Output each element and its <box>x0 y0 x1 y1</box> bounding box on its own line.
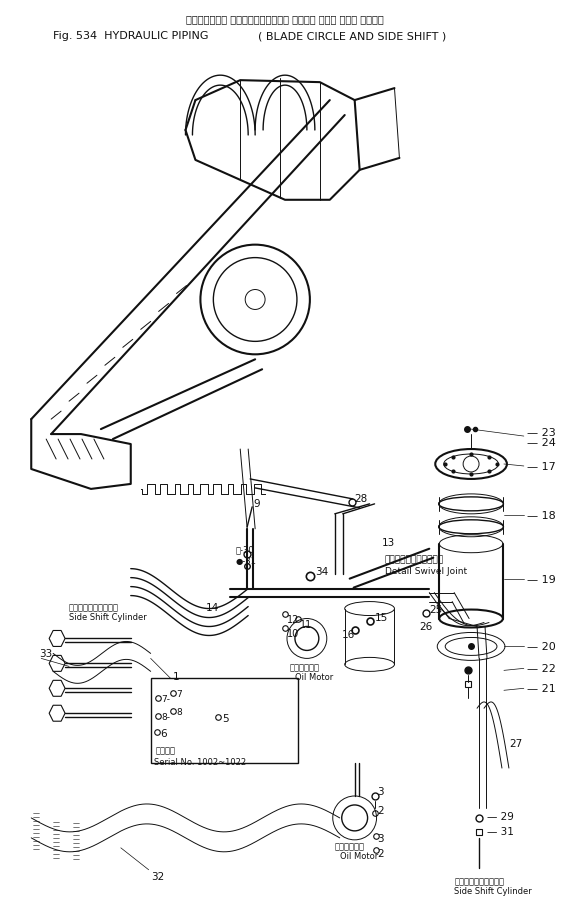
Text: 34: 34 <box>315 566 328 576</box>
Text: 5: 5 <box>222 713 229 723</box>
Text: Oil Motor: Oil Motor <box>295 672 333 681</box>
Text: 1: 1 <box>173 672 179 682</box>
Text: Oil Motor: Oil Motor <box>340 851 378 860</box>
Text: — 23: — 23 <box>527 427 556 437</box>
Text: ( BLADE CIRCLE AND SIDE SHIFT ): ( BLADE CIRCLE AND SIDE SHIFT ) <box>258 31 446 41</box>
Text: 2: 2 <box>377 805 384 815</box>
Text: — 18: — 18 <box>527 510 556 520</box>
Text: オイルモータ: オイルモータ <box>290 663 320 671</box>
Text: Fig. 534  HYDRAULIC PIPING: Fig. 534 HYDRAULIC PIPING <box>53 31 209 41</box>
Text: 8-: 8- <box>162 712 170 720</box>
Text: — 21: — 21 <box>527 684 556 694</box>
Text: — 24: — 24 <box>527 437 556 448</box>
Text: 7-: 7- <box>162 694 170 703</box>
Text: 9: 9 <box>253 498 260 508</box>
Text: サイドシフトシリンダ: サイドシフトシリンダ <box>454 877 504 885</box>
Text: 26: 26 <box>420 622 433 631</box>
Text: 3: 3 <box>377 833 384 843</box>
Text: 28: 28 <box>355 494 368 504</box>
Bar <box>150 678 298 764</box>
Text: Side Shift Cylinder: Side Shift Cylinder <box>454 886 532 895</box>
Text: Serial No. 1002~1022: Serial No. 1002~1022 <box>154 756 246 766</box>
Text: 3: 3 <box>377 786 384 796</box>
Text: 25: 25 <box>429 604 442 614</box>
Text: 16: 16 <box>342 630 355 640</box>
Text: Side Shift Cylinder: Side Shift Cylinder <box>69 612 147 621</box>
Text: 10: 10 <box>287 629 299 639</box>
Text: — 20: — 20 <box>527 641 556 652</box>
Text: 11: 11 <box>300 618 312 629</box>
Text: 備用番号: 備用番号 <box>156 746 176 754</box>
Text: ●-31: ●-31 <box>235 557 256 565</box>
Text: 32: 32 <box>150 871 164 880</box>
Text: 7: 7 <box>177 689 182 698</box>
Text: 14: 14 <box>205 602 219 612</box>
Text: 6: 6 <box>161 729 167 738</box>
Text: 15: 15 <box>374 612 388 622</box>
Text: — 31: — 31 <box>487 826 514 836</box>
Text: — 29: — 29 <box>487 811 514 821</box>
Text: サイドシフトシリンダ: サイドシフトシリンダ <box>69 602 119 611</box>
Text: — 19: — 19 <box>527 574 556 584</box>
Text: 13: 13 <box>381 538 395 547</box>
Text: 2: 2 <box>377 848 384 857</box>
Text: 27: 27 <box>509 738 522 748</box>
Text: ⓔ-30: ⓔ-30 <box>235 545 254 553</box>
Text: 33: 33 <box>39 649 52 659</box>
Text: 8: 8 <box>177 707 182 716</box>
Text: スイベルジョイント部詳: スイベルジョイント部詳 <box>385 554 443 563</box>
Text: — 22: — 22 <box>527 664 556 674</box>
Text: ハイドロリック パイピング（ブレード サークル および サイド シフト）: ハイドロリック パイピング（ブレード サークル および サイド シフト） <box>186 15 384 24</box>
Text: オイルモータ: オイルモータ <box>335 842 365 850</box>
Text: 12: 12 <box>287 614 299 624</box>
Text: — 17: — 17 <box>527 461 556 471</box>
Text: Detail Swivel Joint: Detail Swivel Joint <box>385 566 467 575</box>
